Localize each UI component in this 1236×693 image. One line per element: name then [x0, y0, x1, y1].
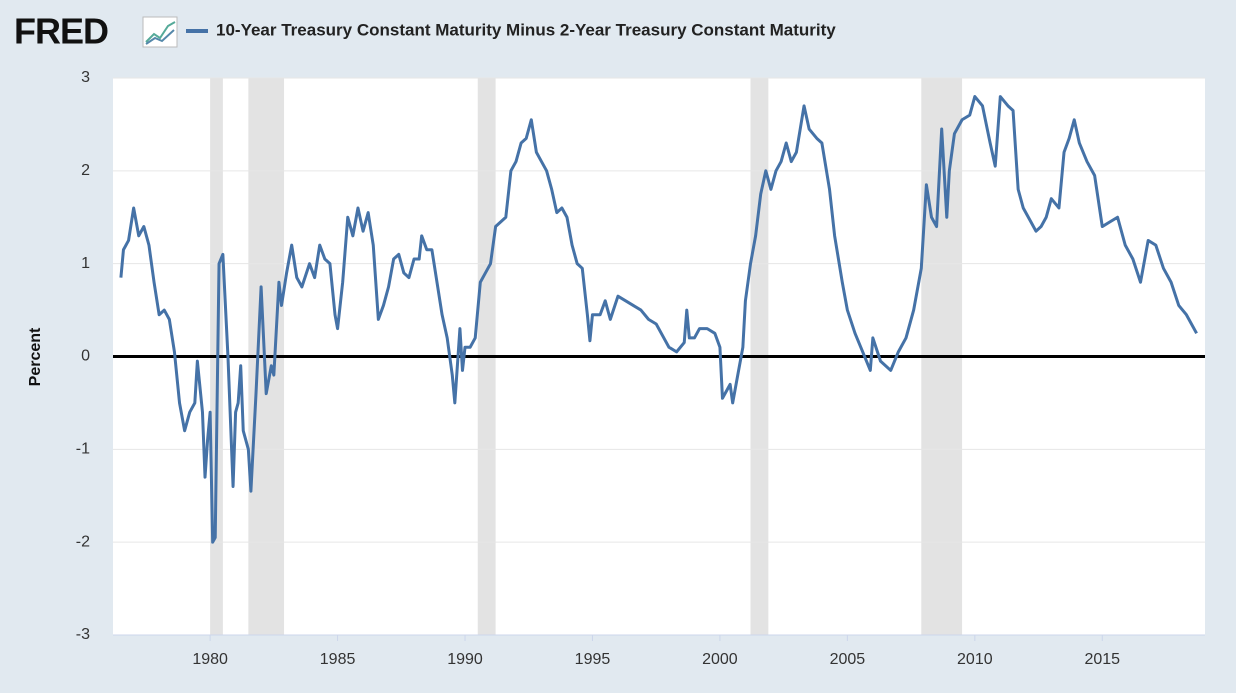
y-tick-label: -3 [76, 626, 90, 643]
logo: FRED [14, 11, 108, 52]
x-tick-label: 1990 [447, 651, 483, 668]
logo-icon [142, 16, 178, 48]
y-tick-label: 1 [81, 255, 90, 272]
y-tick-label: -2 [76, 533, 90, 550]
x-tick-label: 1995 [575, 651, 611, 668]
legend-label: 10-Year Treasury Constant Maturity Minus… [216, 20, 836, 39]
y-tick-label: 3 [81, 69, 90, 86]
x-tick-label: 2005 [830, 651, 866, 668]
x-tick-label: 1985 [320, 651, 356, 668]
y-tick-label: -1 [76, 441, 90, 458]
x-tick-label: 2015 [1084, 651, 1120, 668]
x-tick-label: 2000 [702, 651, 738, 668]
series-line [119, 95, 1198, 544]
x-tick-label: 2010 [957, 651, 993, 668]
x-tick-label: 1980 [192, 651, 228, 668]
y-tick-label: 0 [81, 348, 90, 365]
y-axis-label: Percent [27, 327, 44, 386]
y-tick-label: 2 [81, 162, 90, 179]
